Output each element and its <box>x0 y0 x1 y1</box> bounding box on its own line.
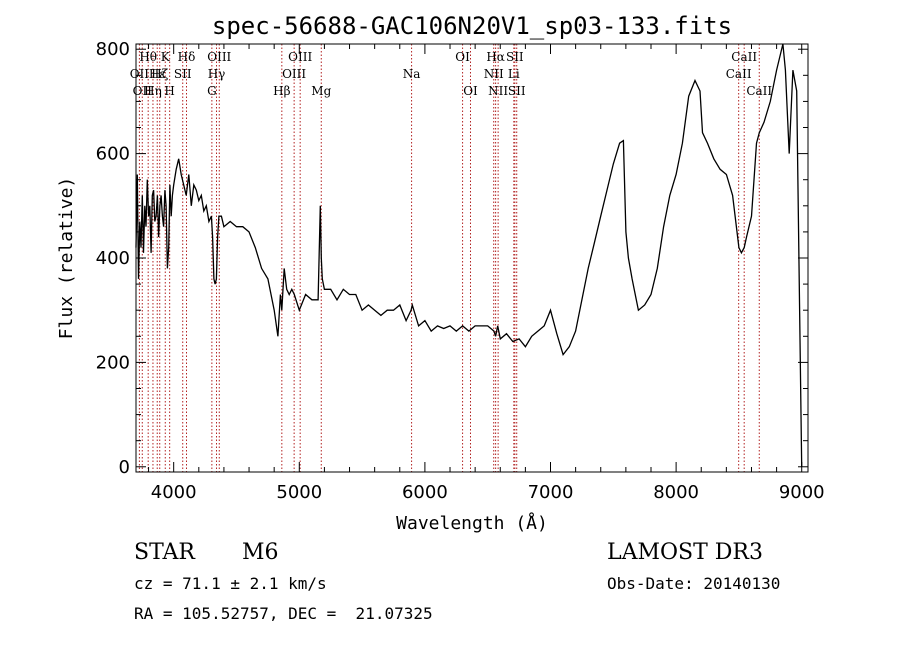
line-label-28: CaII <box>746 84 772 98</box>
line-label-0: OII <box>130 67 150 81</box>
line-label-13: Hβ <box>273 84 290 98</box>
line-label-23: Li <box>508 67 520 81</box>
line-label-25: SII <box>508 84 526 98</box>
line-label-21: Hα <box>486 50 505 64</box>
line-label-24: SII <box>506 50 524 64</box>
x-tick-label-1: 5000 <box>276 482 322 503</box>
line-label-6: K <box>161 50 171 64</box>
x-tick-label-3: 7000 <box>528 482 574 503</box>
y-tick-label-4: 800 <box>96 39 130 60</box>
chart-title: spec-56688-GAC106N20V1_sp03-133.fits <box>212 12 732 40</box>
y-tick-label-3: 600 <box>96 144 130 165</box>
plot-frame <box>135 43 809 473</box>
line-label-8: SII <box>174 67 192 81</box>
coordinates: RA = 105.52757, DEC = 21.07325 <box>134 604 433 623</box>
line-label-14: OIII <box>282 67 306 81</box>
object-subclass: M6 <box>242 540 279 565</box>
spectral-line-labels: OIIOIIHθHηHεHζKHSIIHδGHγOIIIHβOIIIOIIIMg… <box>130 50 773 98</box>
object-class: STAR <box>134 540 195 565</box>
redshift-cz: cz = 71.1 ± 2.1 km/s <box>134 574 327 593</box>
line-label-17: Na <box>403 67 421 81</box>
x-tick-label-4: 8000 <box>653 482 699 503</box>
flux-series-line <box>135 43 803 467</box>
line-label-5: Hζ <box>151 67 168 81</box>
x-tick-label-0: 4000 <box>151 482 197 503</box>
line-label-26: CaII <box>726 67 752 81</box>
line-label-20: NII <box>484 67 504 81</box>
line-label-10: G <box>207 84 217 98</box>
spectral-line-markers <box>138 44 760 472</box>
line-label-18: OI <box>455 50 470 64</box>
x-tick-label-5: 9000 <box>779 482 825 503</box>
line-label-16: Mg <box>311 84 331 98</box>
line-label-22: NII <box>488 84 508 98</box>
line-label-19: OI <box>463 84 478 98</box>
y-tick-label-2: 400 <box>96 248 130 269</box>
y-tick-label-0: 0 <box>119 457 130 478</box>
spectrum-chart: spec-56688-GAC106N20V1_sp03-133.fits OII… <box>56 12 825 534</box>
axes: 4000 5000 6000 7000 8000 9000 0 200 400 600 800 <box>96 39 825 503</box>
line-label-3: Hη <box>144 84 162 98</box>
y-tick-label-1: 200 <box>96 352 130 373</box>
y-axis-label: Flux (relative) <box>56 177 77 340</box>
survey-name: LAMOST DR3 <box>607 540 763 565</box>
x-tick-label-2: 6000 <box>402 482 448 503</box>
line-label-7: H <box>164 84 174 98</box>
line-label-15: OIII <box>288 50 312 64</box>
line-label-27: CaII <box>731 50 757 64</box>
line-label-2: Hθ <box>139 50 157 64</box>
line-label-12: OIII <box>207 50 231 64</box>
line-label-11: Hγ <box>208 67 226 81</box>
x-axis-label: Wavelength (Å) <box>396 512 548 534</box>
observation-date: Obs-Date: 20140130 <box>607 574 781 593</box>
line-label-1: OII <box>133 84 153 98</box>
line-label-4: Hε <box>149 67 166 81</box>
line-label-9: Hδ <box>178 50 196 64</box>
